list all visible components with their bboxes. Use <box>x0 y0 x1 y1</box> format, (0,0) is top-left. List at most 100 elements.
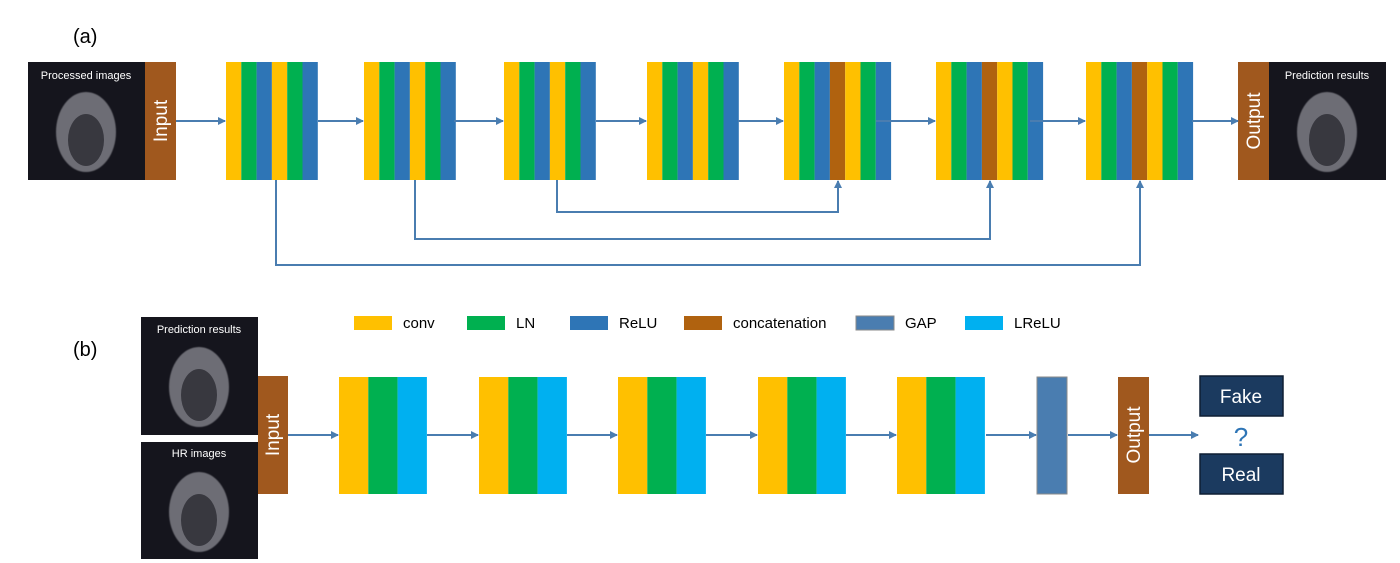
legend-label: conv <box>403 315 435 332</box>
conv-layer <box>226 62 242 180</box>
relu-layer <box>302 62 318 180</box>
panel-a-block-7 <box>1086 62 1194 180</box>
relu-layer <box>394 62 410 180</box>
relu-layer <box>814 62 830 180</box>
relu-layer <box>1177 62 1194 180</box>
legend-swatch <box>855 315 895 331</box>
relu-layer <box>580 62 596 180</box>
conv-layer <box>618 377 648 494</box>
conv-layer <box>271 62 288 180</box>
ln-layer <box>799 62 815 180</box>
panel-a-output-label: Output <box>1244 92 1265 150</box>
conv-layer <box>1147 62 1163 180</box>
panel-a-output-image-caption: Prediction results <box>1285 70 1370 82</box>
panel-a-input-box: Input <box>145 62 176 180</box>
relu-layer <box>966 62 982 180</box>
panel-b-block-3 <box>618 377 706 494</box>
legend-label: ReLU <box>619 315 657 332</box>
panel-a-input-image: Processed images <box>28 62 145 180</box>
concatenation-layer <box>1131 62 1148 180</box>
panel-b-input-image-2: HR images <box>141 442 258 559</box>
panel-b-block-1 <box>339 377 427 494</box>
legend-item-lrelu: LReLU <box>965 315 1061 332</box>
relu-layer <box>256 62 272 180</box>
panel-b-block-2 <box>479 377 567 494</box>
panel-a-block-3 <box>504 62 596 180</box>
ln-layer <box>519 62 535 180</box>
ln-layer <box>368 377 398 494</box>
panel-b-output-box: Output <box>1118 377 1149 494</box>
legend-swatch <box>570 316 608 330</box>
ln-layer <box>1162 62 1178 180</box>
legend-label: concatenation <box>733 315 826 332</box>
lrelu-layer <box>955 377 985 494</box>
relu-layer <box>677 62 693 180</box>
conv-layer <box>997 62 1013 180</box>
conv-layer <box>647 62 663 180</box>
ln-layer <box>708 62 724 180</box>
conv-layer <box>845 62 861 180</box>
skip-connection-2-to-6 <box>414 180 994 240</box>
legend-label: GAP <box>905 315 937 332</box>
panel-b-block-4 <box>758 377 846 494</box>
panel-b-input-image-1: Prediction results <box>141 317 258 435</box>
panel-a-label: (a) <box>73 26 97 48</box>
ln-layer <box>662 62 678 180</box>
panel-a-input-label: Input <box>151 99 172 142</box>
concatenation-layer <box>829 62 846 180</box>
panel-b-blocks <box>339 377 985 494</box>
conv-layer <box>409 62 426 180</box>
legend-swatch <box>354 316 392 330</box>
legend-swatch <box>965 316 1003 330</box>
ln-layer <box>926 377 956 494</box>
ln-layer <box>1101 62 1117 180</box>
panel-a-output-image: Prediction results <box>1269 62 1386 180</box>
conv-layer <box>1086 62 1102 180</box>
panel-a-input-image-caption: Processed images <box>41 70 132 82</box>
panel-b-label: (b) <box>73 339 97 361</box>
conv-layer <box>479 377 509 494</box>
fake-label: Fake <box>1220 387 1262 408</box>
lrelu-layer <box>397 377 427 494</box>
skip-connection-3-to-5 <box>556 180 842 213</box>
conv-layer <box>549 62 566 180</box>
relu-layer <box>1116 62 1132 180</box>
lrelu-layer <box>816 377 846 494</box>
ln-layer <box>425 62 441 180</box>
ln-layer <box>241 62 257 180</box>
panel-b-input-image-1-caption: Prediction results <box>157 324 242 336</box>
ln-layer <box>787 377 817 494</box>
legend: conv LN ReLU concatenation GAP LReLU <box>354 315 1061 332</box>
conv-layer <box>339 377 369 494</box>
panel-a-blocks <box>226 62 1194 180</box>
fake-box: Fake <box>1199 375 1284 417</box>
question-mark: ? <box>1234 422 1248 452</box>
lrelu-layer <box>537 377 567 494</box>
panel-b-output-label: Output <box>1124 406 1145 464</box>
panel-b-input-label: Input <box>263 413 284 456</box>
panel-a-block-1 <box>226 62 318 180</box>
relu-layer <box>534 62 550 180</box>
legend-item-gap: GAP <box>855 315 937 332</box>
panel-b-input-image-2-caption: HR images <box>172 448 227 460</box>
conv-layer <box>504 62 520 180</box>
panel-a-output-box: Output <box>1238 62 1269 180</box>
legend-item-ln: LN <box>467 315 535 332</box>
legend-item-concatenation: concatenation <box>684 315 826 332</box>
ln-layer <box>951 62 967 180</box>
ln-layer <box>647 377 677 494</box>
lrelu-layer <box>676 377 706 494</box>
legend-swatch <box>467 316 505 330</box>
conv-layer <box>364 62 380 180</box>
panel-a-block-5 <box>784 62 892 180</box>
panel-b-input-box: Input <box>258 376 288 494</box>
skip-connection-1-to-7 <box>275 180 1144 266</box>
relu-layer <box>440 62 456 180</box>
real-label: Real <box>1221 465 1260 486</box>
legend-item-conv: conv <box>354 315 435 332</box>
relu-layer <box>723 62 739 180</box>
panel-a-block-4 <box>647 62 739 180</box>
legend-label: LReLU <box>1014 315 1061 332</box>
ln-layer <box>1012 62 1028 180</box>
